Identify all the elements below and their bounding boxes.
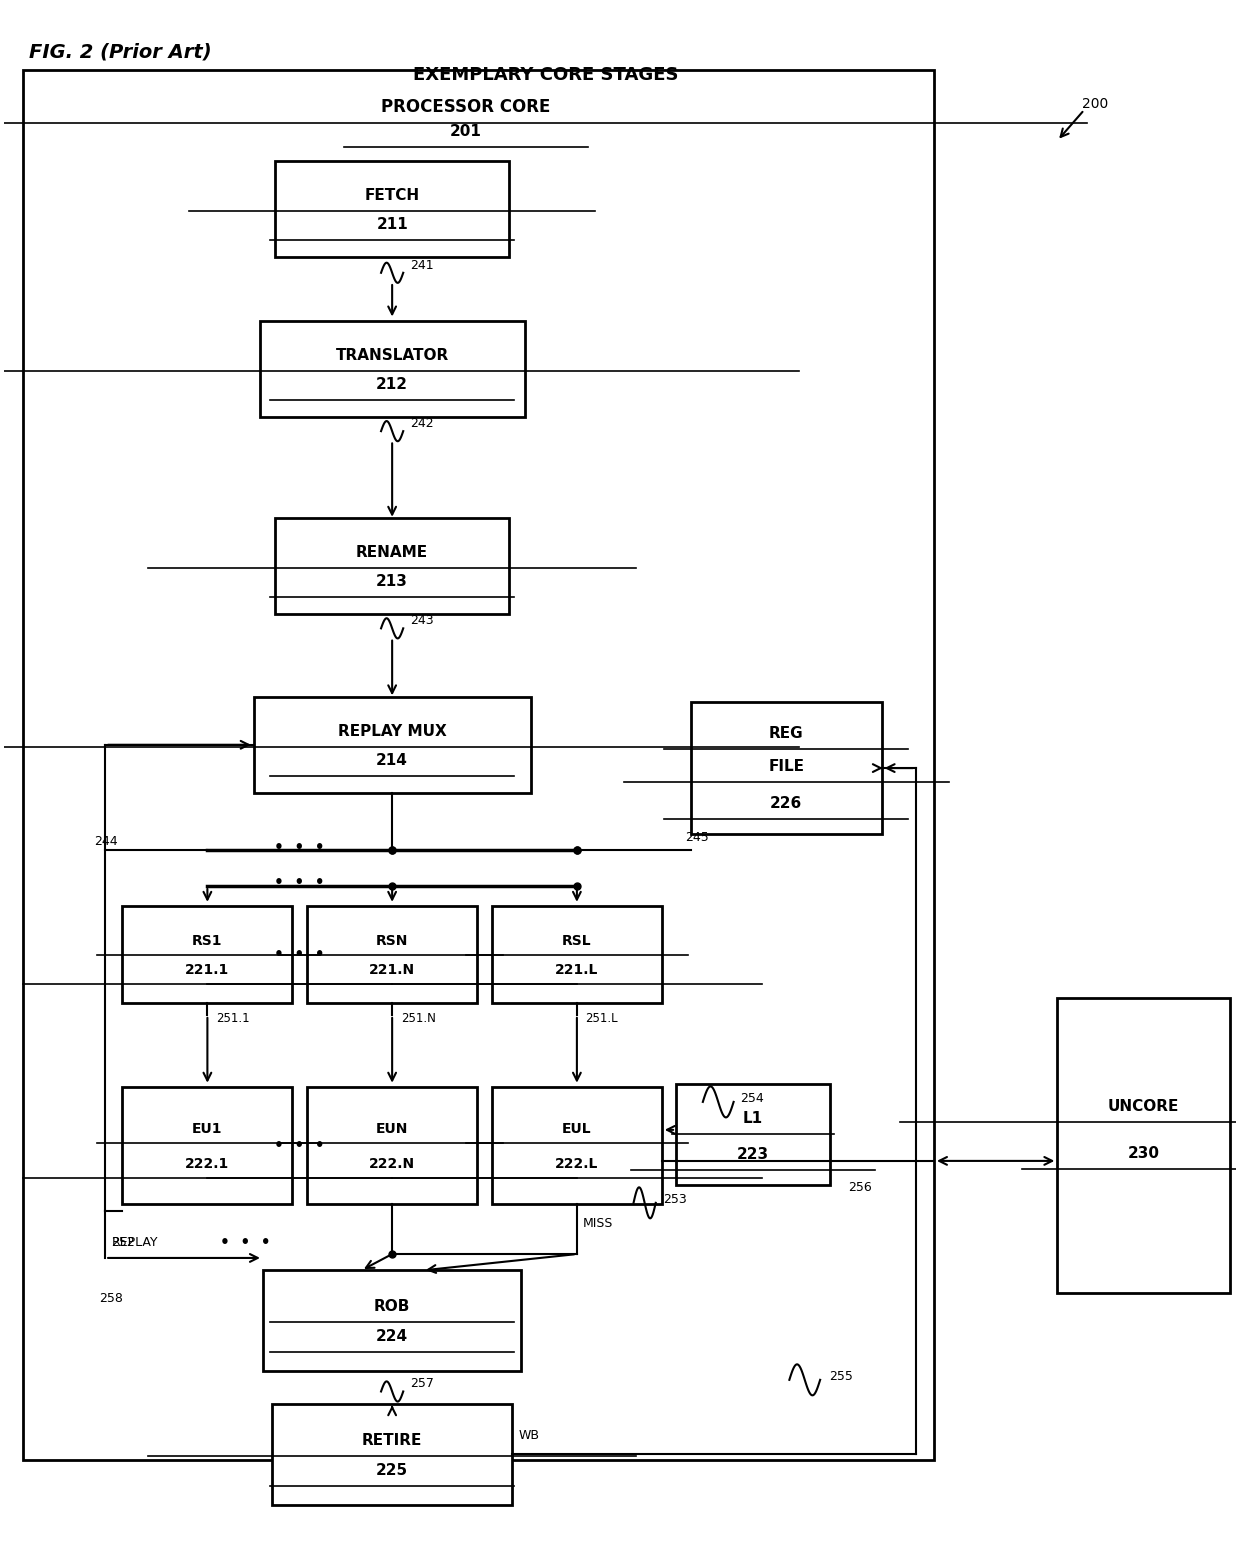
Text: L1: L1: [743, 1111, 763, 1127]
Text: 211: 211: [376, 217, 408, 233]
Text: RETIRE: RETIRE: [362, 1433, 423, 1447]
Text: RSL: RSL: [562, 933, 591, 948]
Text: 243: 243: [410, 613, 434, 628]
Bar: [123, 1086, 293, 1204]
Text: RSN: RSN: [376, 933, 408, 948]
Text: 222.1: 222.1: [185, 1157, 229, 1171]
Bar: [691, 702, 882, 834]
Text: 244: 244: [94, 835, 118, 848]
Text: EXEMPLARY CORE STAGES: EXEMPLARY CORE STAGES: [413, 66, 678, 84]
Text: FIG. 2 (Prior Art): FIG. 2 (Prior Art): [29, 44, 212, 62]
Bar: [492, 1086, 662, 1204]
Text: 226: 226: [770, 796, 802, 812]
Text: 254: 254: [740, 1093, 764, 1105]
Bar: [272, 1403, 512, 1505]
Text: 221.1: 221.1: [185, 963, 229, 977]
Text: 252: 252: [112, 1236, 135, 1249]
Bar: [275, 161, 510, 258]
Bar: [259, 322, 525, 417]
Text: 255: 255: [830, 1371, 853, 1383]
Text: 221.L: 221.L: [556, 963, 599, 977]
Text: RENAME: RENAME: [356, 545, 428, 560]
Text: •  •  •: • • •: [274, 948, 325, 962]
Text: 225: 225: [376, 1463, 408, 1478]
Text: 242: 242: [410, 417, 434, 429]
Bar: [275, 518, 510, 615]
Text: FILE: FILE: [769, 759, 805, 774]
Text: 253: 253: [663, 1193, 687, 1207]
Text: 213: 213: [376, 574, 408, 588]
Text: FETCH: FETCH: [365, 189, 419, 203]
Text: TRANSLATOR: TRANSLATOR: [336, 348, 449, 364]
Text: EU1: EU1: [192, 1122, 223, 1136]
Text: ROB: ROB: [374, 1299, 410, 1314]
Text: RS1: RS1: [192, 933, 223, 948]
Text: 241: 241: [410, 259, 434, 272]
Text: UNCORE: UNCORE: [1107, 1099, 1179, 1115]
Text: 257: 257: [410, 1377, 434, 1391]
Bar: [123, 907, 293, 1002]
Text: EUL: EUL: [562, 1122, 591, 1136]
Text: 222.N: 222.N: [370, 1157, 415, 1171]
Text: 256: 256: [848, 1180, 872, 1194]
Text: •  •  •: • • •: [274, 876, 325, 890]
Text: WB: WB: [518, 1430, 539, 1442]
Text: REG: REG: [769, 726, 804, 741]
Bar: [676, 1083, 830, 1185]
Bar: [22, 70, 934, 1460]
Bar: [308, 1086, 477, 1204]
Text: 251.N: 251.N: [401, 1012, 435, 1024]
Text: MISS: MISS: [583, 1216, 614, 1230]
Text: 223: 223: [737, 1147, 769, 1163]
Text: •  •  •: • • •: [219, 1235, 270, 1250]
Text: 258: 258: [99, 1293, 123, 1305]
Text: 251.1: 251.1: [216, 1012, 249, 1024]
Text: 222.L: 222.L: [556, 1157, 599, 1171]
Bar: [263, 1271, 522, 1371]
Text: 221.N: 221.N: [370, 963, 415, 977]
Text: REPLAY MUX: REPLAY MUX: [337, 724, 446, 738]
Bar: [253, 696, 531, 793]
Text: PROCESSOR CORE: PROCESSOR CORE: [382, 98, 551, 116]
Bar: [308, 907, 477, 1002]
Text: 224: 224: [376, 1330, 408, 1344]
Bar: [492, 907, 662, 1002]
Text: •  •  •: • • •: [274, 840, 325, 855]
Text: 212: 212: [376, 376, 408, 392]
Text: 200: 200: [1081, 97, 1109, 111]
Text: 201: 201: [450, 123, 482, 139]
Text: •  •  •: • • •: [274, 1138, 325, 1154]
Text: 230: 230: [1127, 1146, 1159, 1161]
Text: 214: 214: [376, 752, 408, 768]
Text: EUN: EUN: [376, 1122, 408, 1136]
Bar: [1058, 997, 1230, 1293]
Text: REPLAY: REPLAY: [112, 1236, 157, 1249]
Text: 245: 245: [686, 832, 709, 845]
Text: 251.L: 251.L: [585, 1012, 618, 1024]
